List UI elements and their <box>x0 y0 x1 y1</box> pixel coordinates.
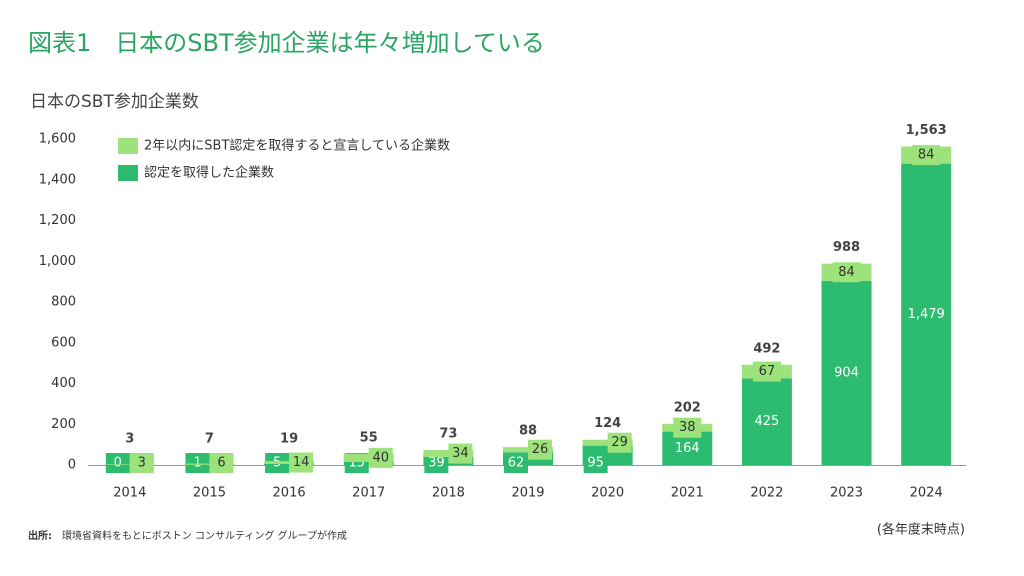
label-box <box>289 452 314 473</box>
data-label: 84 <box>918 148 935 163</box>
bar-segment <box>901 163 952 465</box>
legend-label: 2年以内にSBT認定を取得すると宣言している企業数 <box>144 138 450 154</box>
note: (各年度末時点) <box>877 522 965 538</box>
total-label: 19 <box>280 432 298 447</box>
label-box <box>912 145 941 166</box>
label-box <box>528 439 552 460</box>
label-box <box>673 417 702 438</box>
y-tick-label: 1,600 <box>39 132 76 147</box>
label-box <box>105 453 130 473</box>
x-tick-label: 2021 <box>671 486 704 501</box>
total-label: 3 <box>125 432 134 447</box>
data-label: 39 <box>428 456 445 471</box>
label-box <box>424 453 449 473</box>
x-tick-label: 2018 <box>432 486 465 501</box>
label-box <box>448 443 473 464</box>
x-tick-label: 2014 <box>113 486 146 501</box>
total-label: 124 <box>594 416 621 431</box>
data-label: 6 <box>217 456 225 471</box>
x-tick-label: 2024 <box>910 486 943 501</box>
data-label: 26 <box>532 442 549 457</box>
data-label: 1,479 <box>908 307 945 322</box>
x-tick-label: 2020 <box>591 486 624 501</box>
total-label: 55 <box>360 430 378 445</box>
bar-segment <box>741 378 792 465</box>
data-label: 0 <box>114 456 122 471</box>
label-box <box>504 453 528 473</box>
data-label: 29 <box>611 435 628 450</box>
y-tick-label: 600 <box>51 335 76 350</box>
legend-swatch <box>118 165 138 181</box>
label-box <box>607 432 632 453</box>
data-label: 95 <box>587 456 604 471</box>
data-label: 3 <box>138 456 146 471</box>
x-tick-label: 2016 <box>273 486 306 501</box>
y-tick-label: 400 <box>51 376 76 391</box>
x-tick-label: 2017 <box>352 486 385 501</box>
data-label: 425 <box>754 414 779 429</box>
label-box <box>583 453 608 473</box>
legend-swatch <box>118 138 138 154</box>
data-label: 38 <box>679 420 696 435</box>
total-label: 73 <box>439 427 457 442</box>
label-box <box>129 453 154 473</box>
label-box <box>368 447 393 468</box>
data-label: 904 <box>834 365 859 380</box>
y-tick-label: 800 <box>51 295 76 310</box>
label-box <box>752 361 781 382</box>
y-tick-label: 0 <box>68 458 76 473</box>
label-box <box>185 453 210 473</box>
source-label: 出所: <box>28 529 52 542</box>
source-text: 環境省資料をもとにボストン コンサルティング グループが作成 <box>62 529 347 542</box>
y-tick-label: 200 <box>51 417 76 432</box>
total-label: 88 <box>519 424 537 439</box>
legend-label: 認定を取得した企業数 <box>144 165 274 181</box>
x-tick-label: 2022 <box>750 486 783 501</box>
chart-title: 図表1 日本のSBT参加企業は年々増加している <box>28 29 545 57</box>
total-label: 988 <box>833 240 860 255</box>
data-label: 84 <box>838 265 855 280</box>
total-label: 492 <box>753 341 780 356</box>
total-label: 1,563 <box>906 123 947 138</box>
data-label: 34 <box>452 446 469 461</box>
x-tick-label: 2023 <box>830 486 863 501</box>
y-tick-label: 1,000 <box>39 254 76 269</box>
x-tick-label: 2015 <box>193 486 226 501</box>
data-label: 14 <box>293 455 310 470</box>
label-box <box>209 453 234 473</box>
data-label: 1 <box>193 456 201 471</box>
data-label: 67 <box>759 364 776 379</box>
total-label: 7 <box>205 432 214 447</box>
y-tick-label: 1,400 <box>39 172 76 187</box>
label-box <box>832 262 861 283</box>
data-label: 40 <box>372 450 389 465</box>
chart-subtitle: 日本のSBT参加企業数 <box>30 92 199 112</box>
total-label: 202 <box>674 400 701 415</box>
y-tick-label: 1,200 <box>39 213 76 228</box>
bar-segment <box>821 280 872 465</box>
x-tick-label: 2019 <box>511 486 544 501</box>
data-label: 62 <box>508 456 525 471</box>
data-label: 164 <box>675 441 700 456</box>
